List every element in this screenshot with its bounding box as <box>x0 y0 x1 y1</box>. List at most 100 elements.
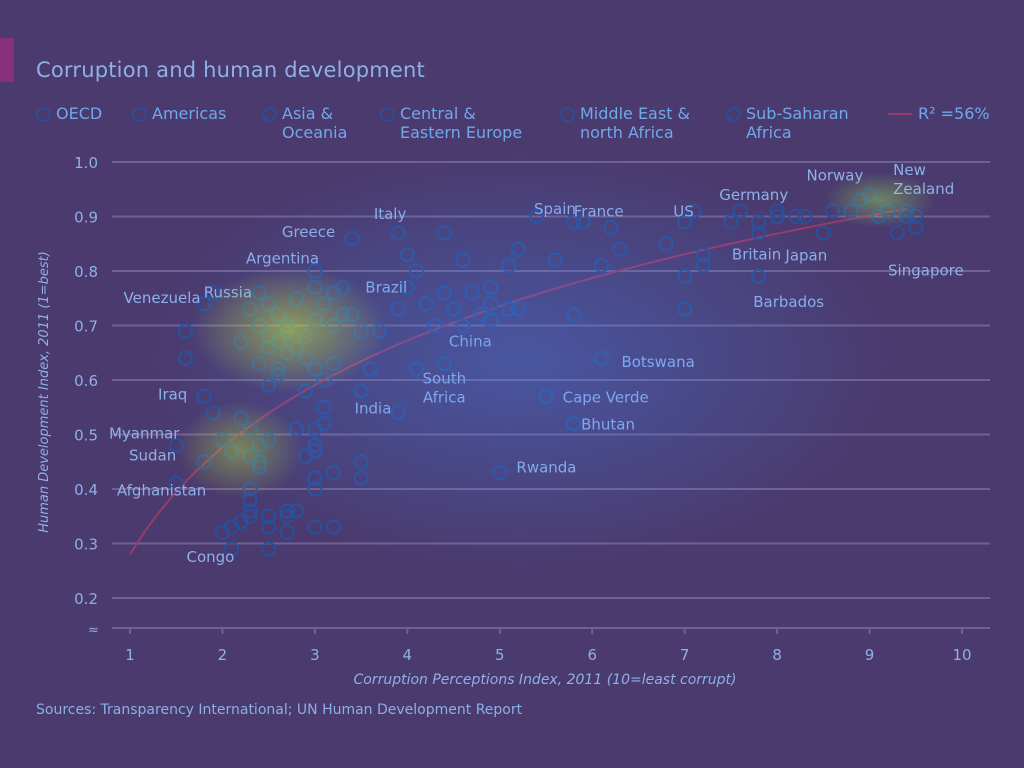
country-label-line: Greece <box>282 223 335 241</box>
country-label-line: Rwanda <box>516 459 576 477</box>
country-label-line: Britain <box>732 246 781 264</box>
data-point <box>815 225 831 241</box>
country-label-line: Sudan <box>129 446 176 464</box>
data-point <box>436 356 452 372</box>
y-tick-label: 0.3 <box>74 536 98 554</box>
data-point <box>298 350 314 366</box>
country-label: Cape Verde <box>563 388 649 406</box>
country-label-line: India <box>355 399 392 417</box>
country-label-line: Argentina <box>246 250 319 268</box>
data-point <box>418 296 434 312</box>
country-label: France <box>574 203 624 221</box>
data-point <box>205 405 221 421</box>
data-point <box>399 247 415 263</box>
country-label: Japan <box>784 247 827 265</box>
country-label: New Zealand <box>893 161 954 198</box>
country-label-line: Botswana <box>621 353 694 371</box>
data-point <box>288 290 304 306</box>
country-label: Botswana <box>621 353 694 371</box>
y-tick-label: 0.6 <box>74 372 98 390</box>
country-label: Brazil <box>365 279 407 297</box>
data-point <box>177 350 194 366</box>
data-point <box>279 524 295 541</box>
data-point <box>325 519 341 535</box>
data-point <box>242 301 258 317</box>
country-label-line: Spain <box>534 200 576 218</box>
country-label: Barbados <box>753 293 824 311</box>
country-label-line: Italy <box>374 205 407 223</box>
data-point <box>298 328 314 344</box>
country-label: Greece <box>282 223 335 241</box>
data-point <box>233 334 249 350</box>
y-tick-label: 1.0 <box>74 154 98 172</box>
country-label-line: US <box>673 203 694 221</box>
grid <box>112 161 990 599</box>
data-point <box>353 470 369 486</box>
country-label: Bhutan <box>581 416 635 434</box>
data-point <box>196 388 212 404</box>
country-label-line: Germany <box>719 186 788 204</box>
data-point <box>353 454 369 470</box>
country-label-line: Russia <box>204 284 252 302</box>
country-label-line: Cape Verde <box>563 388 649 406</box>
x-tick-label: 9 <box>865 646 875 664</box>
y-tick-label: 0.8 <box>74 263 98 281</box>
data-point <box>566 307 582 323</box>
data-point <box>566 416 582 432</box>
data-point <box>455 252 471 268</box>
data-point <box>492 465 508 481</box>
country-label: Norway <box>806 167 863 185</box>
country-label: US <box>673 203 694 221</box>
data-point <box>889 225 905 241</box>
data-point <box>335 307 351 323</box>
country-label-line: Norway <box>806 167 863 185</box>
data-point <box>251 356 268 372</box>
data-point <box>390 301 406 317</box>
country-label-line: Japan <box>784 247 827 265</box>
x-tick-label: 8 <box>772 646 782 664</box>
x-tick-label: 7 <box>680 646 690 664</box>
x-tick-label: 1 <box>125 646 135 664</box>
country-label: Congo <box>187 548 235 566</box>
data-point <box>251 285 268 301</box>
data-point <box>436 285 452 301</box>
country-label: Germany <box>719 186 788 204</box>
data-point <box>261 296 277 312</box>
country-label: Afghanistan <box>117 482 206 500</box>
country-label: Britain <box>732 246 781 264</box>
country-label: Myanmar <box>109 425 180 443</box>
country-label: Russia <box>204 284 252 302</box>
country-label-line: Africa <box>423 389 466 407</box>
data-point <box>482 279 499 295</box>
x-tick-label: 3 <box>310 646 320 664</box>
x-tick-label: 10 <box>952 646 971 664</box>
data-point <box>344 230 360 246</box>
y-tick-label: 0.7 <box>74 318 98 336</box>
data-point <box>538 388 554 404</box>
data-point <box>464 285 480 301</box>
axis-break-mark: ≈ <box>88 623 99 638</box>
data-point <box>547 252 563 268</box>
data-point <box>482 296 499 312</box>
country-label-line: New <box>893 161 926 179</box>
country-label: Spain <box>534 200 576 218</box>
country-label: South Africa <box>423 370 467 407</box>
data-point <box>196 454 212 470</box>
data-point <box>325 465 341 481</box>
x-tick-label: 4 <box>403 646 413 664</box>
data-point <box>510 241 526 257</box>
data-point <box>390 225 406 241</box>
x-tick-label: 5 <box>495 646 505 664</box>
y-axis-label: Human Development Index, 2011 (1=best) <box>37 251 52 533</box>
x-axis-label: Corruption Perceptions Index, 2011 (10=l… <box>353 672 736 688</box>
y-tick-label: 0.9 <box>74 209 98 227</box>
data-point <box>353 383 369 399</box>
country-label-line: Brazil <box>365 279 407 297</box>
data-point <box>316 296 332 312</box>
data-point <box>316 399 332 415</box>
data-point <box>307 519 323 535</box>
country-label-line: Iraq <box>158 386 187 404</box>
country-label: India <box>355 399 392 417</box>
x-tick-label: 6 <box>587 646 597 664</box>
